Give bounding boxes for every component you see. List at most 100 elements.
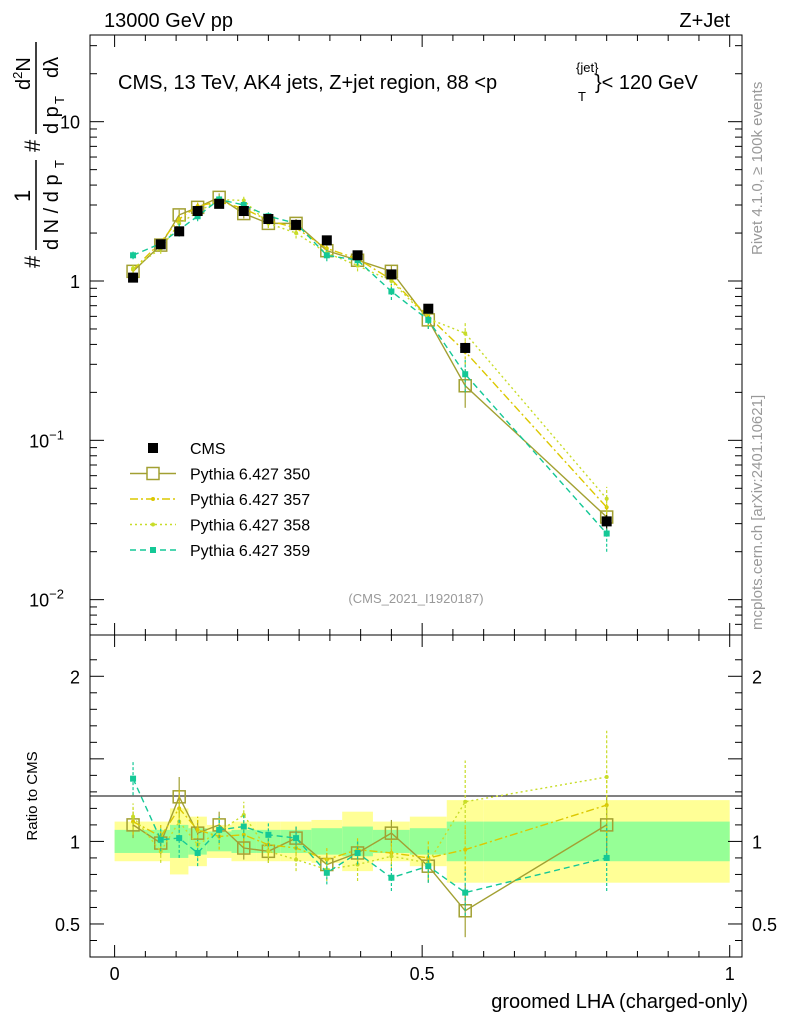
ratio-p357-line xyxy=(132,804,607,861)
ylabel-d: d xyxy=(13,79,35,90)
cms-point xyxy=(423,303,434,314)
legend-label-CMS: CMS xyxy=(190,441,226,458)
cms-point xyxy=(460,342,471,353)
cms-point xyxy=(174,226,185,237)
main-title-pt-sup: {jet} xyxy=(576,60,599,75)
ratio-p359-point xyxy=(462,889,469,896)
p359-point xyxy=(425,316,432,323)
ratio-p359-line xyxy=(132,778,607,894)
p358-point xyxy=(604,496,609,501)
p358-point xyxy=(294,231,299,236)
p358-point xyxy=(241,198,246,203)
ratio-p359-point xyxy=(157,836,164,843)
ratio-y-tick-label: 2 xyxy=(70,667,80,687)
ratio-p357-point xyxy=(604,803,609,808)
ratio-y-tick-label: 1 xyxy=(70,832,80,852)
ratio-p359-point xyxy=(323,869,330,876)
y-tick-label: 10 xyxy=(60,113,80,133)
ylabel-dN-sub: T xyxy=(52,160,67,168)
ratio-p359-point xyxy=(240,823,247,830)
ratio-y-tick-label-right: 0.5 xyxy=(752,915,777,935)
y-tick-base: 10 xyxy=(29,431,49,451)
cms-point xyxy=(128,272,139,283)
cms-point xyxy=(214,198,225,209)
cms-point xyxy=(238,206,249,217)
main-ylabel: # 1 d N / d p T # d2N d p T dλ xyxy=(10,42,67,268)
ratio-p357-point xyxy=(195,827,200,832)
x-axis-label: groomed LHA (charged-only) xyxy=(491,991,748,1013)
ratio-series xyxy=(126,730,614,938)
legend-marker-p358 xyxy=(151,522,155,527)
p359-point xyxy=(240,201,247,208)
ylabel-d2N: d2N xyxy=(10,57,35,90)
legend-marker-p357 xyxy=(151,497,155,501)
ylabel-hash1: # xyxy=(20,255,45,268)
main-title-text: CMS, 13 TeV, AK4 jets, Z+jet region, 88 … xyxy=(118,72,486,94)
x-tick-label: 0 xyxy=(110,964,120,984)
p359-point xyxy=(603,530,610,537)
cms-point xyxy=(263,214,274,225)
p358-line xyxy=(132,198,608,500)
y-tick-label: 10−1 xyxy=(29,427,64,451)
ratio-p359-point xyxy=(603,854,610,861)
ratio-p358-point xyxy=(266,849,271,854)
legend: CMS Pythia 6.427 350 Pythia 6.427 357 Pythi… xyxy=(130,441,310,560)
analysis-id: (CMS_2021_I1920187) xyxy=(348,591,483,606)
ratio-p359-point xyxy=(176,835,183,842)
ratio-p359-point xyxy=(265,831,272,838)
ratio-p359-point xyxy=(388,874,395,881)
ratio-p359-point xyxy=(293,835,300,842)
ratio-p350-point xyxy=(384,826,399,840)
legend-marker-cms xyxy=(148,443,158,453)
legend-label-p357: Pythia 6.427 357 xyxy=(190,492,310,509)
ratio-p358-point xyxy=(241,812,246,817)
cms-point xyxy=(291,219,302,230)
ratio-p357-point xyxy=(463,847,468,852)
legend-label-p358: Pythia 6.427 358 xyxy=(190,518,310,535)
ylabel-dN: d N / d p xyxy=(41,174,63,250)
y-tick-base: 10 xyxy=(29,591,49,611)
p358-point xyxy=(177,221,182,226)
ylabel-dpt-sub: T xyxy=(52,96,67,104)
ratio-y-tick-label-right: 1 xyxy=(752,832,762,852)
p350-line xyxy=(132,196,608,518)
main-title-tail: }< 120 GeV xyxy=(595,72,699,94)
ratio-p359-point xyxy=(425,863,432,870)
ratio-p358-point xyxy=(463,799,468,804)
x-tick-label: 0.5 xyxy=(410,964,435,984)
y-tick-exp: −2 xyxy=(49,587,64,602)
ratio-p357-point xyxy=(177,806,182,811)
p357-line xyxy=(132,200,608,508)
cms-point xyxy=(192,206,203,217)
p359-point xyxy=(388,288,395,295)
main-title-pt-sub: T xyxy=(578,89,586,104)
ratio-p358-point xyxy=(294,857,299,862)
ylabel-N: N xyxy=(13,57,35,71)
band-green xyxy=(114,829,152,853)
legend-marker-p350 xyxy=(146,466,160,481)
p359-point xyxy=(462,371,469,378)
cms-point xyxy=(155,239,166,250)
legend-marker-p359 xyxy=(150,547,156,553)
p358-point xyxy=(463,331,468,336)
ratio-p359-point xyxy=(354,849,361,856)
ylabel-one: 1 xyxy=(10,190,35,202)
header-left: 13000 GeV pp xyxy=(104,10,233,32)
header-right: Z+Jet xyxy=(679,10,730,32)
p359-point xyxy=(194,213,201,220)
ratio-p357-point xyxy=(241,832,246,837)
ratio-p359-point xyxy=(130,775,137,782)
p359-point xyxy=(130,252,137,259)
rivet-label: Rivet 4.1.0, ≥ 100k events xyxy=(749,82,766,255)
p359-point xyxy=(323,252,330,259)
y-tick-exp: −1 xyxy=(49,427,64,442)
ratio-p358-point xyxy=(604,775,609,780)
ratio-ylabel: Ratio to CMS xyxy=(24,751,41,840)
cms-point xyxy=(321,235,332,246)
p359-line xyxy=(132,198,608,535)
ylabel-dpt: d p xyxy=(41,106,63,134)
y-tick-label: 1 xyxy=(70,272,80,292)
ratio-p358-point xyxy=(389,854,394,859)
